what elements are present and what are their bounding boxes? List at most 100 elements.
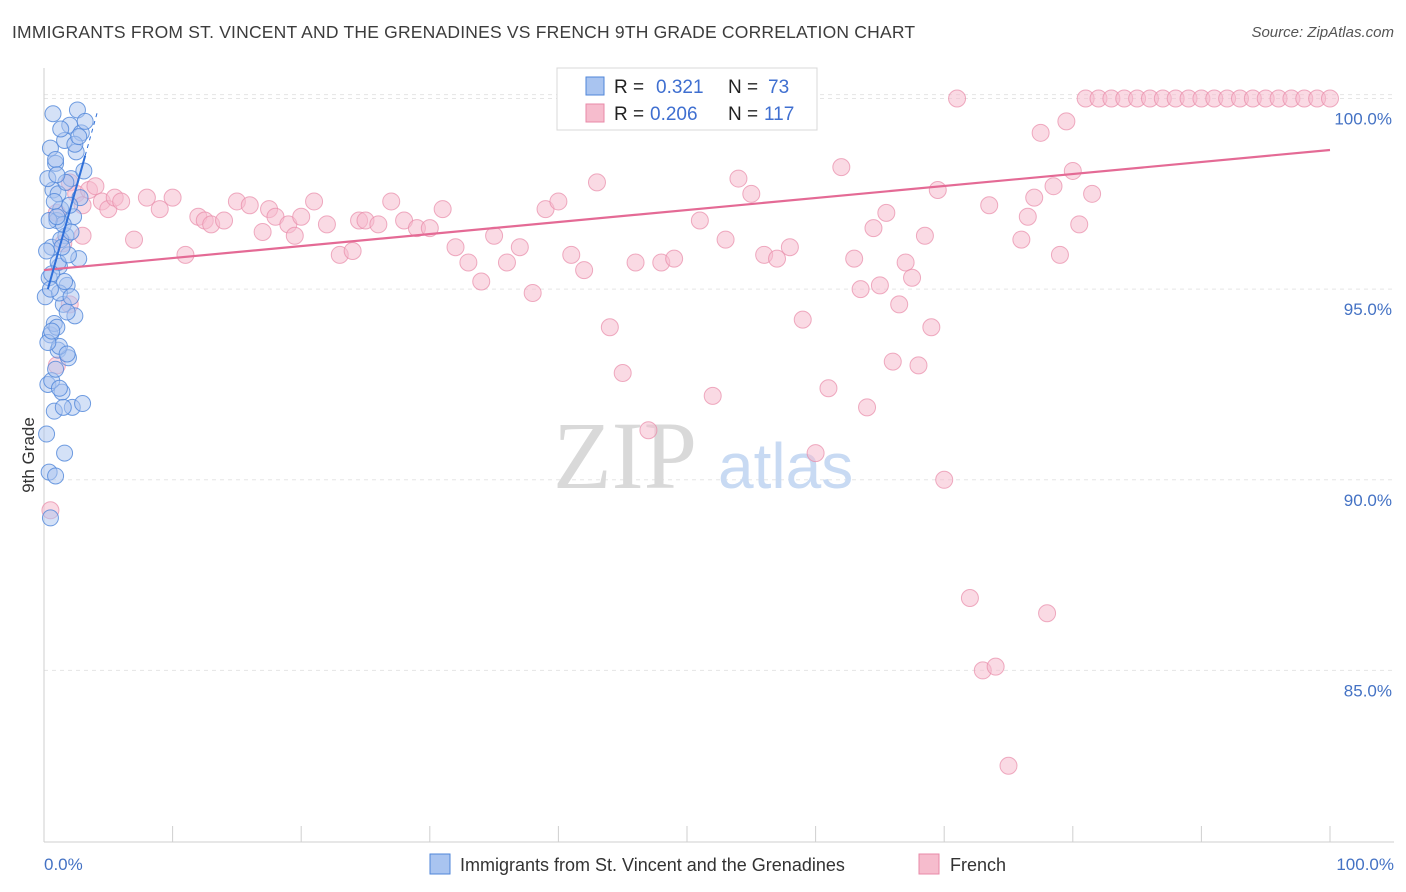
immigrants-point — [56, 444, 74, 462]
trend-lines — [43, 109, 1331, 290]
legend-swatch-blue — [585, 76, 605, 96]
french-point — [253, 222, 272, 241]
immigrants-point — [47, 151, 65, 169]
watermark-atlas: atlas — [718, 430, 853, 502]
french-point — [665, 249, 684, 268]
french-point — [948, 89, 967, 108]
french-point — [690, 211, 709, 230]
french-point — [639, 421, 658, 440]
immigrants-point — [75, 162, 93, 180]
french-point — [793, 310, 812, 329]
immigrants-point — [43, 322, 61, 340]
x-tick-label-min: 0.0% — [44, 855, 83, 874]
legend-n-value-2: 117 — [764, 104, 794, 125]
french-point — [819, 379, 838, 398]
chart-title: IMMIGRANTS FROM ST. VINCENT AND THE GREN… — [12, 22, 916, 42]
series-label-french: French — [950, 855, 1006, 875]
french-point — [883, 352, 902, 371]
french-point — [999, 756, 1018, 775]
french-point — [896, 253, 915, 272]
french-point — [845, 249, 864, 268]
series-swatch-french — [918, 853, 940, 875]
french-point — [459, 253, 478, 272]
immigrants-point — [48, 166, 66, 184]
french-point — [510, 238, 529, 257]
immigrants-point — [54, 398, 72, 416]
y-tick-label: 100.0% — [1334, 110, 1392, 129]
french-point — [112, 192, 131, 211]
french-point — [420, 219, 439, 238]
french-point — [742, 184, 761, 203]
legend-n-label-1: N = — [728, 77, 758, 98]
immigrants-point — [47, 467, 65, 485]
immigrants-point — [74, 395, 92, 413]
watermark: ZIP atlas — [553, 402, 853, 509]
french-point — [626, 253, 645, 272]
immigrants-point — [44, 105, 62, 123]
legend-swatch-pink — [585, 103, 605, 123]
immigrants-point — [58, 345, 76, 363]
french-point — [986, 657, 1005, 676]
french-point — [1031, 123, 1050, 142]
gridlines — [44, 94, 1394, 671]
legend-r-label-1: R = — [614, 77, 644, 98]
french-point — [915, 226, 934, 245]
french-point — [1050, 245, 1069, 264]
french-point — [716, 230, 735, 249]
legend-r-label-2: R = — [614, 104, 644, 125]
french-point — [909, 356, 928, 375]
french-point — [285, 226, 304, 245]
french-point — [382, 192, 401, 211]
french-point — [125, 230, 144, 249]
immigrants-point — [52, 120, 70, 138]
french-point — [890, 295, 909, 314]
watermark-zip: ZIP — [553, 402, 697, 509]
french-point — [523, 283, 542, 302]
french-point — [369, 215, 388, 234]
french-point — [446, 238, 465, 257]
french-point — [562, 245, 581, 264]
french-point — [150, 200, 169, 219]
french-point — [215, 211, 234, 230]
axes — [43, 68, 1394, 843]
legend-r-value-1: 0.321 — [656, 77, 704, 98]
immigrants-point — [48, 208, 66, 226]
french-point — [343, 242, 362, 261]
french-point — [1083, 184, 1102, 203]
french-point — [1321, 89, 1339, 108]
french-point — [780, 238, 799, 257]
french-point — [864, 219, 883, 238]
french-point — [485, 226, 504, 245]
series-legend: Immigrants from St. Vincent and the Gren… — [429, 853, 1006, 875]
french-point — [1018, 207, 1037, 226]
immigrants-point — [38, 242, 56, 260]
french-point — [1044, 177, 1063, 196]
correlation-legend: R = 0.321 N = 73 R = 0.206 N = 117 — [556, 67, 818, 131]
series-label-immigrants: Immigrants from St. Vincent and the Gren… — [460, 855, 845, 875]
french-point — [1057, 112, 1076, 131]
y-tick-label: 95.0% — [1344, 300, 1392, 319]
french-point — [980, 196, 999, 215]
y-tick-label: 90.0% — [1344, 491, 1392, 510]
french-point — [575, 261, 594, 280]
immigrants-point — [76, 112, 94, 130]
french-point — [851, 280, 870, 299]
x-tick-label-max: 100.0% — [1336, 855, 1394, 874]
legend-n-value-1: 73 — [768, 77, 789, 98]
y-tick-labels: 85.0% 90.0% 95.0% 100.0% — [1334, 110, 1392, 701]
french-points — [41, 89, 1339, 775]
french-point — [960, 588, 979, 607]
immigrants-point — [50, 379, 68, 397]
immigrants-point — [58, 303, 76, 321]
french-point — [832, 158, 851, 177]
immigrants-trend-line — [46, 155, 87, 290]
french-point — [768, 249, 787, 268]
french-point — [137, 188, 156, 207]
french-point — [1025, 188, 1044, 207]
immigrants-point — [47, 360, 65, 378]
legend-n-label-2: N = — [728, 104, 758, 125]
french-point — [497, 253, 516, 272]
french-point — [903, 268, 922, 287]
french-point — [870, 276, 889, 295]
